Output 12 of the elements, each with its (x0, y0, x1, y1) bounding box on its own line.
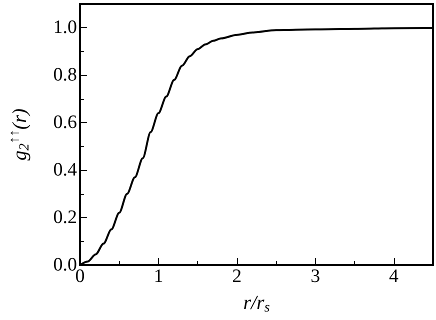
y-tick-label: 0.4 (53, 160, 78, 181)
y-tick-label: 1.0 (53, 17, 77, 38)
x-tick-label: 0 (75, 266, 85, 287)
x-tick-label: 2 (232, 266, 242, 287)
x-tick-label: 4 (389, 266, 400, 287)
y-tick-label: 0.0 (53, 254, 77, 276)
x-tick-label: 1 (154, 266, 164, 287)
y-tick-label: 0.8 (53, 64, 77, 86)
y-tick-label: 0.6 (53, 112, 77, 134)
y-axis-title: g2↑↑(r) (8, 108, 32, 161)
x-tick-label: 3 (310, 266, 320, 287)
y-tick-label: 0.2 (53, 207, 77, 228)
